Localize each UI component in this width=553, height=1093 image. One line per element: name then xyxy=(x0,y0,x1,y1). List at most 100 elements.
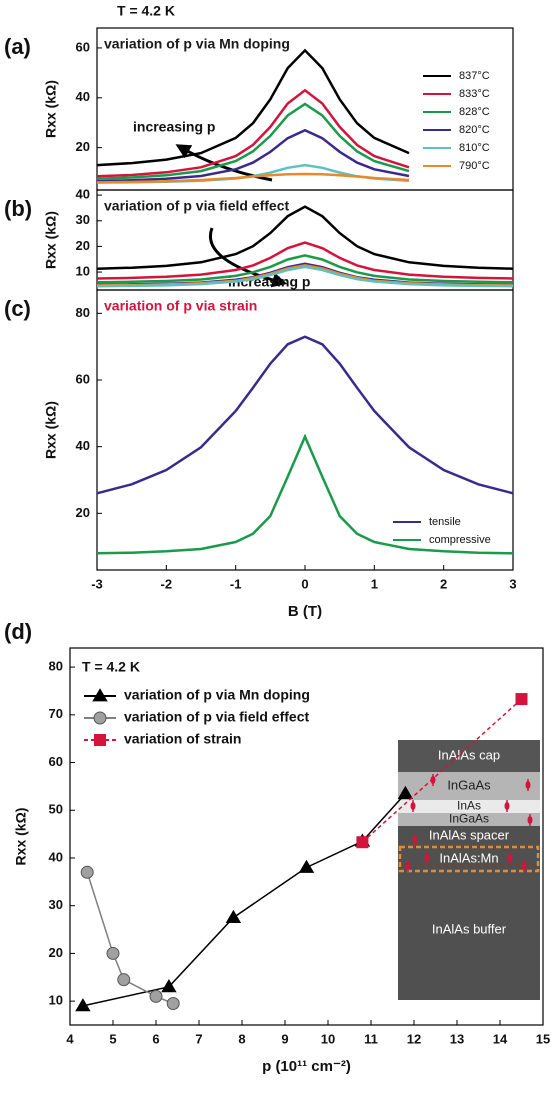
series-line xyxy=(96,205,514,270)
legend-label: 790°C xyxy=(459,160,490,172)
y-tick-label: 60 xyxy=(76,39,90,54)
spin xyxy=(507,854,513,862)
marker xyxy=(75,998,91,1012)
x-tick-label: 12 xyxy=(407,1031,421,1046)
inset-layer-label: InAs xyxy=(457,799,481,813)
marker xyxy=(80,865,94,879)
spin xyxy=(410,802,416,810)
inset-layer xyxy=(398,846,540,872)
y-tick-label: 50 xyxy=(49,802,63,817)
y-tick-label: 40 xyxy=(76,187,90,202)
x-tick-label: 15 xyxy=(536,1031,550,1046)
y-tick-label: 30 xyxy=(76,212,90,227)
series-line xyxy=(361,698,523,843)
y-tick-label: 40 xyxy=(76,89,90,104)
spin xyxy=(521,862,527,870)
panel-label: (c) xyxy=(4,296,31,321)
marker xyxy=(117,973,131,987)
x-tick-label: -2 xyxy=(161,576,173,591)
y-tick-label: 10 xyxy=(49,993,63,1008)
inset-layer xyxy=(398,772,540,800)
x-tick-label: 3 xyxy=(509,576,516,591)
inset-layer-label: InAlAs spacer xyxy=(429,827,510,842)
marker xyxy=(515,693,528,706)
series-line xyxy=(96,265,514,288)
y-axis-label: Rxx (kΩ) xyxy=(13,808,29,866)
x-tick-label: 9 xyxy=(281,1031,288,1046)
marker xyxy=(397,785,414,799)
y-axis-label: Rxx (kΩ) xyxy=(43,80,59,138)
series-line xyxy=(96,102,410,181)
series-line xyxy=(86,872,174,1005)
y-tick-label: 20 xyxy=(76,238,90,253)
inset-layer-label: InAlAs buffer xyxy=(432,921,507,936)
x-tick-label: 5 xyxy=(109,1031,116,1046)
series-line xyxy=(82,793,406,1007)
plot-frame xyxy=(96,289,514,571)
series-line xyxy=(96,128,410,183)
legend-label: 828°C xyxy=(459,106,490,118)
x-axis-label: p (10¹¹ cm⁻²) xyxy=(262,1058,351,1075)
y-tick-label: 60 xyxy=(76,371,90,386)
series-line xyxy=(96,241,514,280)
legend-label: 810°C xyxy=(459,142,490,154)
doping-box xyxy=(398,845,540,873)
series-line xyxy=(96,172,410,184)
legend-label: 833°C xyxy=(459,88,490,100)
x-tick-label: 7 xyxy=(195,1031,202,1046)
spin xyxy=(424,854,430,862)
spin xyxy=(412,836,418,844)
series-line xyxy=(96,48,410,167)
y-tick-label: 80 xyxy=(49,659,63,674)
x-tick-label: 10 xyxy=(321,1031,335,1046)
x-tick-label: 4 xyxy=(66,1031,74,1046)
inset-layer-label: InGaAs xyxy=(449,812,489,826)
y-tick-label: 10 xyxy=(76,263,90,278)
series-line xyxy=(96,335,514,495)
inset-layer xyxy=(398,813,540,826)
marker xyxy=(106,946,120,960)
y-tick-label: 30 xyxy=(49,897,63,912)
legend-label: 837°C xyxy=(459,70,490,82)
annotation: T = 4.2 K xyxy=(82,659,140,675)
marker xyxy=(93,711,107,725)
inset-layer xyxy=(398,872,540,1000)
y-tick-label: 20 xyxy=(76,139,90,154)
y-tick-label: 70 xyxy=(49,706,63,721)
spin xyxy=(525,781,531,789)
x-tick-label: -3 xyxy=(91,576,103,591)
y-tick-label: 40 xyxy=(49,849,63,864)
marker xyxy=(94,734,106,746)
panel-label: (a) xyxy=(4,34,31,59)
annotation: T = 4.2 K xyxy=(117,3,175,19)
y-tick-label: 60 xyxy=(49,754,63,769)
legend-label: variation of strain xyxy=(124,731,241,747)
legend-label: compressive xyxy=(429,534,491,546)
x-tick-label: 0 xyxy=(301,576,308,591)
x-axis-label: B (T) xyxy=(288,603,322,620)
panel-label: (d) xyxy=(4,619,32,644)
marker xyxy=(161,979,177,993)
arrow xyxy=(175,144,273,182)
marker xyxy=(356,836,369,849)
legend-label: variation of p via field effect xyxy=(124,709,309,725)
y-tick-label: 20 xyxy=(76,505,90,520)
y-tick-label: 20 xyxy=(49,945,63,960)
marker xyxy=(149,989,163,1003)
inset-layer-label: InAlAs cap xyxy=(438,747,500,762)
y-tick-label: 40 xyxy=(76,438,90,453)
x-tick-label: 11 xyxy=(364,1031,378,1046)
x-tick-label: 13 xyxy=(450,1031,464,1046)
inset-layer xyxy=(398,800,540,813)
spin xyxy=(430,776,436,784)
plot-frame xyxy=(69,647,544,1026)
series-line xyxy=(96,88,410,178)
spin xyxy=(504,802,510,810)
spin xyxy=(527,816,533,824)
panel-title: variation of p via field effect xyxy=(104,198,289,214)
marker xyxy=(92,688,108,702)
x-tick-label: 2 xyxy=(440,576,447,591)
marker xyxy=(166,997,180,1011)
panel-label: (b) xyxy=(4,196,32,221)
